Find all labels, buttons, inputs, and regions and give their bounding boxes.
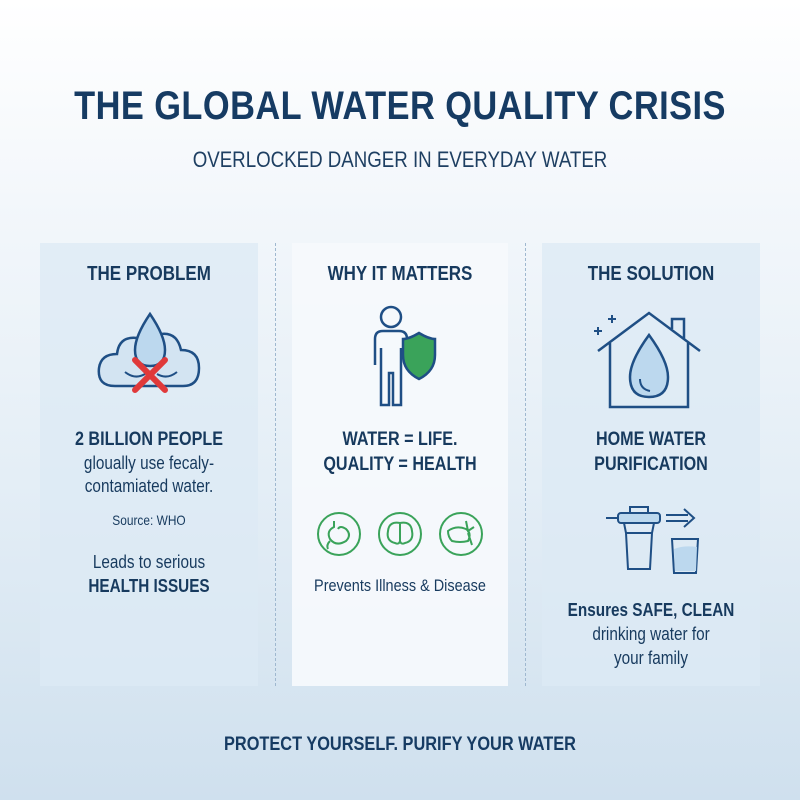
page-title: THE GLOBAL WATER QUALITY CRISIS [74,84,726,128]
problem-lead2: HEALTH ISSUES [88,576,210,596]
problem-heading: THE PROBLEM [87,263,211,285]
matters-caption: Prevents Illness & Disease [314,576,486,595]
solution-line1: HOME WATER [595,429,707,450]
problem-panel: THE PROBLEM 2 BILLION PEOPLE gloually us… [40,243,258,686]
divider [275,243,276,686]
problem-line2: contamiated water. [84,476,214,496]
divider [525,243,526,686]
problem-lead1: Leads to serious [92,552,206,572]
problem-source: Source: WHO [112,512,186,528]
contaminated-water-drop-icon [97,311,201,393]
liver-icon [439,512,483,556]
solution-heading: THE SOLUTION [587,263,715,285]
solution-desc3: your family [614,648,688,668]
solution-desc1: Ensures SAFE, CLEAN [567,600,735,620]
solution-desc2: drinking water for [592,624,710,644]
person-shield-icon [373,305,437,407]
matters-line1: WATER = LIFE. [342,429,458,450]
problem-stat: 2 BILLION PEOPLE [74,429,224,450]
solution-line2: PURIFICATION [594,454,708,475]
brain-icon [378,512,422,556]
stomach-icon [317,512,361,556]
matters-line2: QUALITY = HEALTH [323,454,477,475]
problem-line1: gloually use fecaly- [83,453,215,473]
footer-tagline: PROTECT YOURSELF. PURIFY YOUR WATER [224,734,576,755]
water-filter-glass-icon [606,506,700,574]
matters-heading: WHY IT MATTERS [327,263,473,285]
matters-panel: WHY IT MATTERS WATER = LIFE. QUALITY = H… [292,243,508,686]
solution-panel: THE SOLUTION HOME WATER PURIFICATION Ens… [542,243,760,686]
house-water-drop-icon [594,311,701,409]
page-subtitle: OVERLOCKED DANGER IN EVERYDAY WATER [192,147,608,172]
